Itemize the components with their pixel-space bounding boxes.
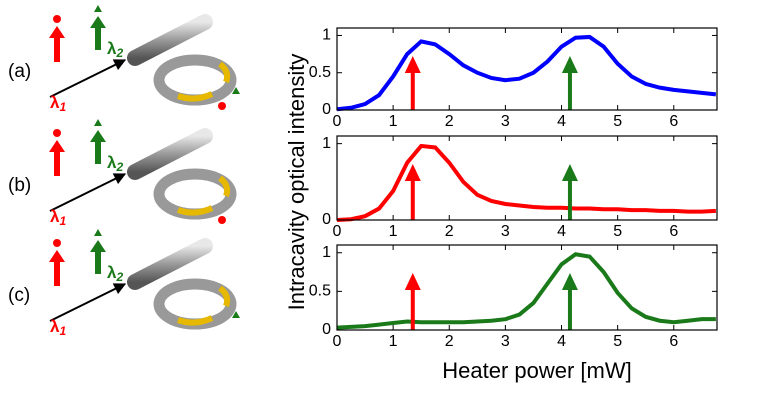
out-dot bbox=[218, 216, 226, 224]
lambda-symbol: λ bbox=[50, 317, 60, 336]
heater-2 bbox=[218, 61, 231, 84]
x-tick-label: 3 bbox=[501, 333, 510, 350]
plot-frame bbox=[336, 135, 718, 221]
marker-arrow bbox=[561, 273, 578, 330]
x-tick-label: 1 bbox=[389, 333, 398, 350]
x-tick-label: 2 bbox=[445, 223, 454, 240]
red-dot bbox=[53, 129, 61, 137]
y-tick-label: 0.5 bbox=[309, 283, 331, 300]
data-line bbox=[336, 143, 716, 222]
lambda-1: λ1 bbox=[50, 317, 66, 338]
out-tri bbox=[232, 87, 240, 94]
waveguide bbox=[127, 238, 213, 290]
panel-label: (a) bbox=[8, 61, 31, 82]
panel-label: (b) bbox=[8, 175, 31, 196]
y-tick-label: 1 bbox=[322, 135, 331, 152]
lambda-subscript: 2 bbox=[115, 270, 123, 284]
x-tick-label: 5 bbox=[613, 113, 622, 130]
heater-2 bbox=[218, 285, 231, 308]
green-arrow bbox=[90, 130, 106, 164]
input-arrow bbox=[49, 283, 127, 322]
marker-arrow bbox=[404, 164, 421, 220]
green-tri bbox=[94, 5, 102, 12]
waveguide bbox=[127, 128, 213, 180]
marker-arrow bbox=[404, 273, 421, 330]
x-tick-label: 4 bbox=[557, 223, 566, 240]
heater bbox=[177, 91, 214, 102]
y-tick-label: 0.5 bbox=[309, 64, 331, 81]
lambda-subscript: 1 bbox=[59, 214, 66, 228]
y-tick-label: 1 bbox=[322, 244, 331, 261]
data-line bbox=[336, 252, 716, 330]
y-axis-title: Intracavity optical intensity bbox=[284, 54, 309, 311]
x-tick-label: 0 bbox=[333, 333, 342, 350]
lambda-symbol: λ bbox=[50, 207, 60, 226]
lambda-subscript: 2 bbox=[115, 160, 123, 174]
lambda-2: λ2 bbox=[107, 153, 123, 174]
x-tick-label: 0 bbox=[333, 113, 342, 130]
x-tick-label: 4 bbox=[557, 333, 566, 350]
lambda-symbol: λ bbox=[107, 153, 117, 172]
heater bbox=[177, 205, 214, 216]
red-arrow bbox=[49, 250, 65, 286]
red-arrow bbox=[49, 26, 65, 62]
lambda-2: λ2 bbox=[107, 263, 123, 284]
out-dot bbox=[218, 102, 226, 110]
x-tick-label: 1 bbox=[389, 223, 398, 240]
x-tick-label: 5 bbox=[613, 223, 622, 240]
marker-arrow bbox=[561, 164, 578, 220]
x-tick-label: 2 bbox=[445, 333, 454, 350]
marker-arrow bbox=[561, 56, 578, 110]
x-tick-label: 4 bbox=[557, 113, 566, 130]
lambda-subscript: 1 bbox=[59, 100, 66, 114]
data-line bbox=[336, 34, 717, 112]
y-tick-label: 0 bbox=[322, 211, 331, 228]
y-tick-label: 1 bbox=[322, 27, 331, 44]
lambda-1: λ1 bbox=[50, 207, 66, 228]
x-tick-label: 3 bbox=[501, 113, 510, 130]
lambda-symbol: λ bbox=[50, 93, 60, 112]
input-arrow bbox=[49, 59, 127, 98]
red-arrow bbox=[49, 140, 65, 176]
y-tick-label: 0 bbox=[322, 321, 331, 338]
red-dot bbox=[53, 15, 61, 23]
panel-label: (c) bbox=[8, 285, 30, 306]
green-tri bbox=[94, 229, 102, 236]
heater-2 bbox=[218, 175, 231, 198]
x-tick-label: 2 bbox=[445, 113, 454, 130]
y-tick-label: 0 bbox=[322, 101, 331, 118]
lambda-symbol: λ bbox=[107, 263, 117, 282]
plot-frame bbox=[336, 244, 718, 331]
lambda-subscript: 2 bbox=[115, 46, 123, 60]
x-tick-label: 6 bbox=[669, 223, 678, 240]
x-tick-label: 5 bbox=[613, 333, 622, 350]
out-tri bbox=[232, 311, 240, 318]
x-tick-label: 6 bbox=[669, 113, 678, 130]
lambda-1: λ1 bbox=[50, 93, 66, 114]
heater bbox=[177, 315, 214, 326]
plot-frame bbox=[336, 27, 718, 111]
input-arrow bbox=[49, 173, 127, 212]
x-tick-label: 0 bbox=[333, 223, 342, 240]
lambda-2: λ2 bbox=[107, 39, 123, 60]
lambda-symbol: λ bbox=[107, 39, 117, 58]
green-tri bbox=[94, 119, 102, 126]
x-axis-title: Heater power [mW] bbox=[442, 358, 632, 383]
x-tick-label: 6 bbox=[669, 333, 678, 350]
x-tick-label: 1 bbox=[389, 113, 398, 130]
marker-arrow bbox=[404, 56, 421, 110]
waveguide bbox=[127, 14, 213, 66]
x-tick-label: 3 bbox=[501, 223, 510, 240]
green-arrow bbox=[90, 16, 106, 50]
red-dot bbox=[53, 239, 61, 247]
lambda-subscript: 1 bbox=[59, 324, 66, 338]
green-arrow bbox=[90, 240, 106, 274]
